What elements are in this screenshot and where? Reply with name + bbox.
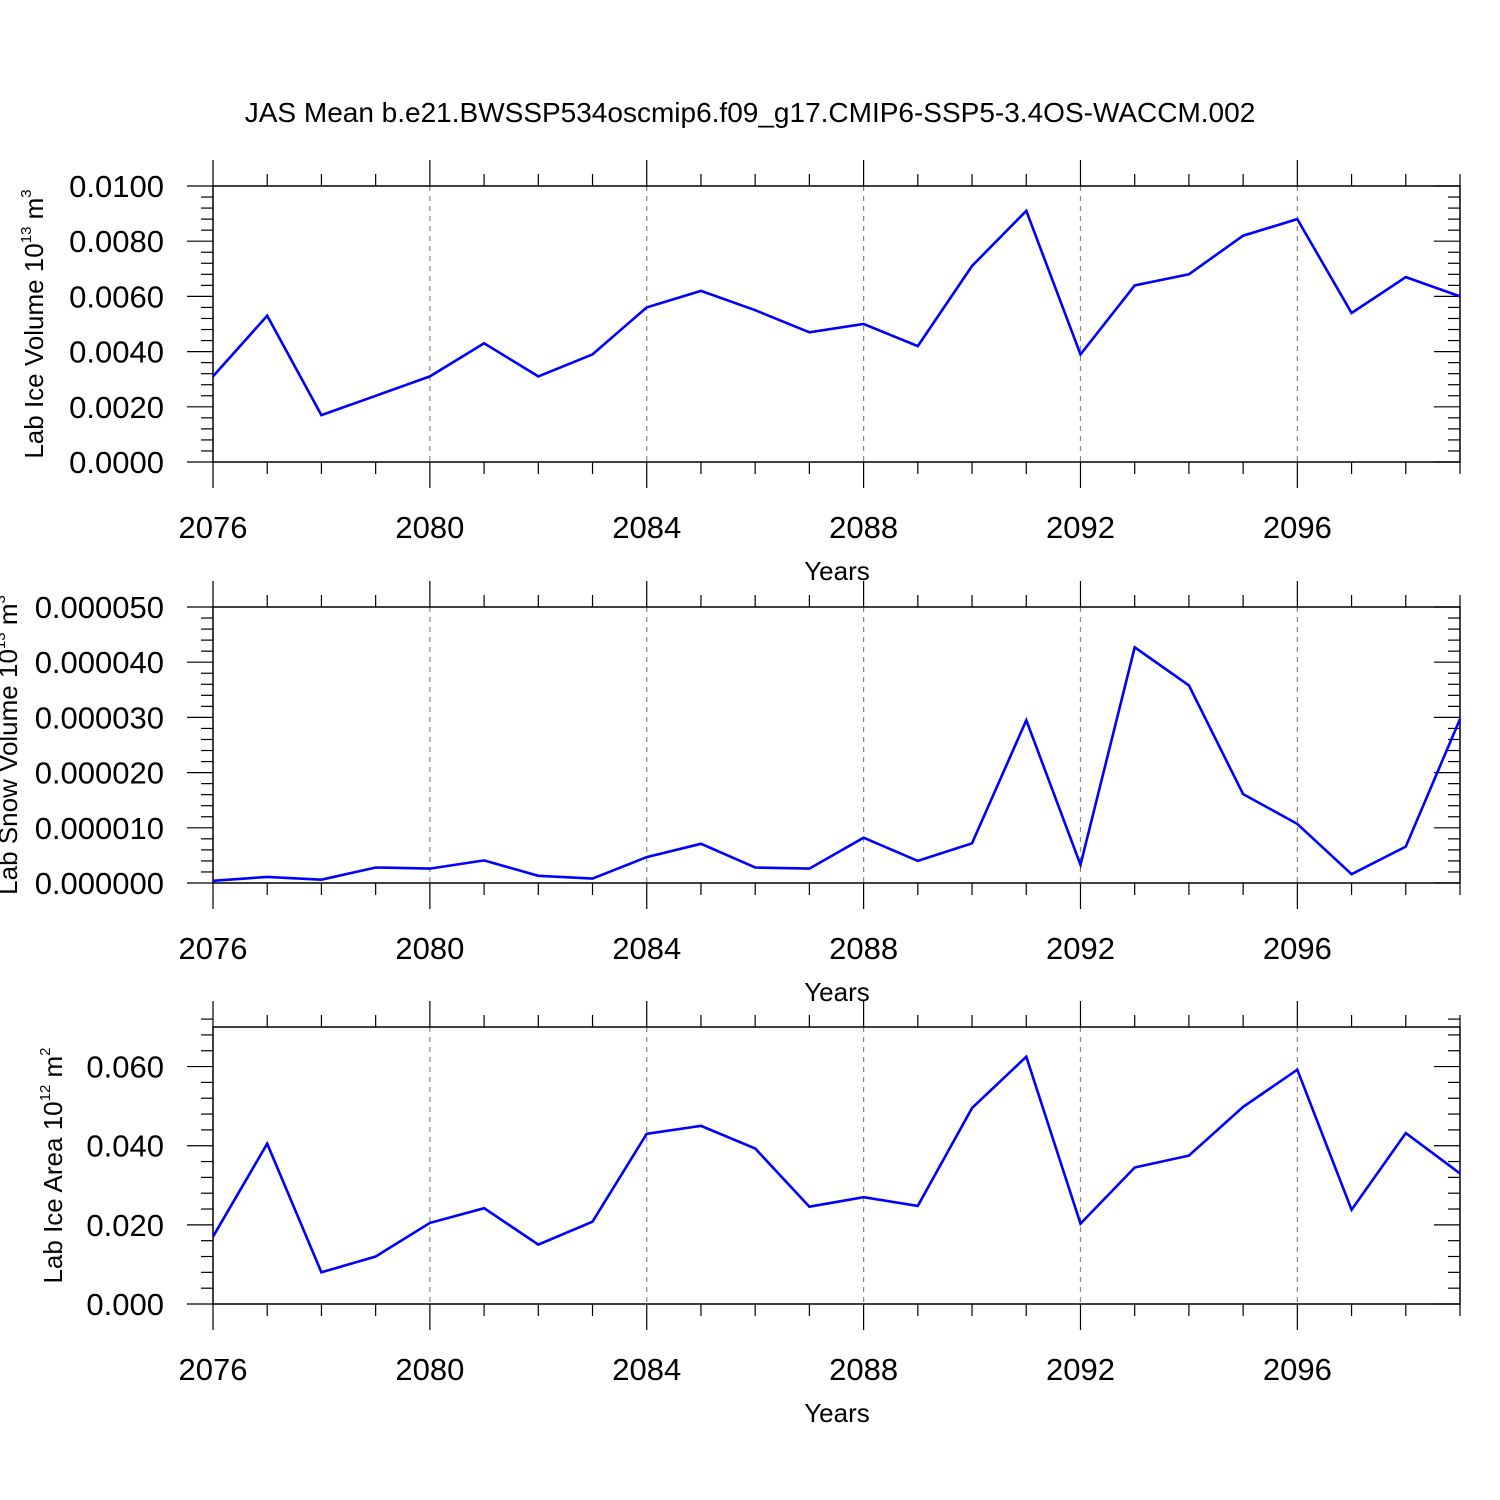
chart-title: JAS Mean b.e21.BWSSP534oscmip6.f09_g17.C…	[245, 97, 1256, 128]
y-tick-label: 0.000040	[35, 645, 164, 680]
x-tick-label: 2092	[1046, 1352, 1115, 1387]
y-tick-label: 0.0000	[69, 445, 164, 480]
y-axis-title-part: Lab Ice Volume 10	[19, 243, 49, 458]
x-tick-label: 2084	[612, 510, 681, 545]
plot-frame	[212, 606, 1461, 884]
x-axis-title: Years	[804, 1398, 870, 1428]
y-tick-label: 0.0040	[69, 335, 164, 370]
y-tick-label: 0.0060	[69, 279, 164, 314]
y-axis-title-superscript: 2	[37, 1047, 54, 1055]
y-tick-label: 0.000	[86, 1287, 164, 1322]
data-line	[212, 645, 1462, 883]
y-tick-label: 0.000000	[35, 866, 164, 901]
y-axis-title-superscript: 13	[0, 632, 9, 649]
y-axis-title: Lab Ice Area 1012 m2	[37, 1047, 68, 1283]
x-tick-label: 2076	[179, 1352, 248, 1387]
data-line	[212, 208, 1461, 417]
y-axis-title-part: Lab Ice Area 10	[38, 1101, 68, 1283]
y-axis-title-part: m	[38, 1056, 68, 1085]
y-tick-label: 0.000020	[35, 756, 164, 791]
y-axis-title-superscript: 3	[0, 595, 9, 603]
x-tick-label: 2096	[1263, 931, 1332, 966]
x-tick-label: 2092	[1046, 510, 1115, 545]
x-tick-label: 2080	[395, 510, 464, 545]
y-tick-label: 0.000010	[35, 811, 164, 846]
y-axis-title-superscript: 13	[18, 227, 35, 244]
y-tick-label: 0.040	[86, 1129, 164, 1164]
x-tick-label: 2084	[612, 1352, 681, 1387]
y-axis-title-part: m	[19, 198, 49, 227]
x-tick-label: 2088	[829, 510, 898, 545]
y-axis-title-superscript: 3	[18, 189, 35, 197]
x-tick-label: 2080	[395, 1352, 464, 1387]
plot-frame	[212, 1026, 1461, 1305]
y-tick-label: 0.000050	[35, 590, 164, 625]
panel-2: 2076 2080 2084 2088 2092 2096 0.000000 0.000010…	[0, 581, 1462, 1007]
y-tick-label: 0.000030	[35, 700, 164, 735]
data-line	[211, 1054, 1461, 1274]
x-tick-label: 2076	[179, 510, 248, 545]
x-axis-title: Years	[804, 977, 870, 1007]
y-axis-title-part: Lab Snow Volume 10	[0, 649, 23, 895]
y-axis-title-part: m	[0, 604, 23, 633]
x-tick-label: 2088	[829, 931, 898, 966]
y-axis-title: Lab Ice Volume 1013 m3	[18, 189, 49, 458]
x-tick-label: 2080	[395, 931, 464, 966]
x-tick-label: 2096	[1263, 510, 1332, 545]
x-tick-label: 2088	[829, 1352, 898, 1387]
x-tick-label: 2096	[1263, 1352, 1332, 1387]
y-axis-title: Lab Snow Volume 1013 m3	[0, 595, 23, 895]
y-tick-label: 0.060	[86, 1050, 164, 1085]
plot-frame	[212, 185, 1461, 463]
y-axis-title-superscript: 12	[37, 1085, 54, 1102]
y-tick-label: 0.020	[86, 1208, 164, 1243]
panels: 2076 2080 2084 2088 2092 2096 0.0000 0.0020 0.00…	[0, 160, 1462, 1428]
y-tick-label: 0.0100	[69, 169, 164, 204]
x-tick-label: 2076	[179, 931, 248, 966]
x-tick-label: 2084	[612, 931, 681, 966]
x-axis-title: Years	[804, 556, 870, 586]
y-tick-label: 0.0020	[69, 390, 164, 425]
x-tick-label: 2092	[1046, 931, 1115, 966]
panel-3: 2076 2080 2084 2088 2092 2096 0.000 0.020 0.040 0…	[37, 1001, 1461, 1428]
y-tick-label: 0.0080	[69, 224, 164, 259]
panel-1: 2076 2080 2084 2088 2092 2096 0.0000 0.0020 0.00…	[18, 160, 1461, 586]
